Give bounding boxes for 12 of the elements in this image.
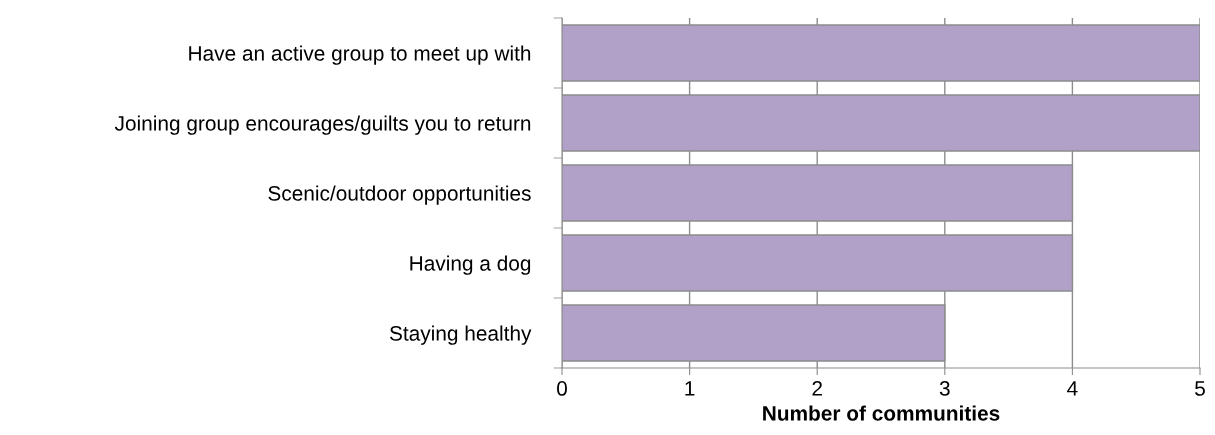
x-tick-label: 4 xyxy=(1067,381,1078,396)
y-tick-label: Having a dog xyxy=(410,255,531,275)
x-tick-label: 1 xyxy=(685,381,695,396)
x-tick-label: 2 xyxy=(812,381,822,396)
x-tick-label: 5 xyxy=(1195,381,1205,396)
x-tick-label: 0 xyxy=(557,381,567,396)
y-tick-label: Staying healthy xyxy=(389,325,532,345)
x-axis-title: Number of communities xyxy=(763,405,1000,421)
y-tick-label: Joining group encourages/guilts you to return xyxy=(114,115,531,135)
y-tick-label: Scenic/outdoor opportunities xyxy=(268,185,531,205)
y-tick-label: Have an active group to meet up with xyxy=(189,45,531,65)
x-tick-label: 3 xyxy=(939,381,950,396)
